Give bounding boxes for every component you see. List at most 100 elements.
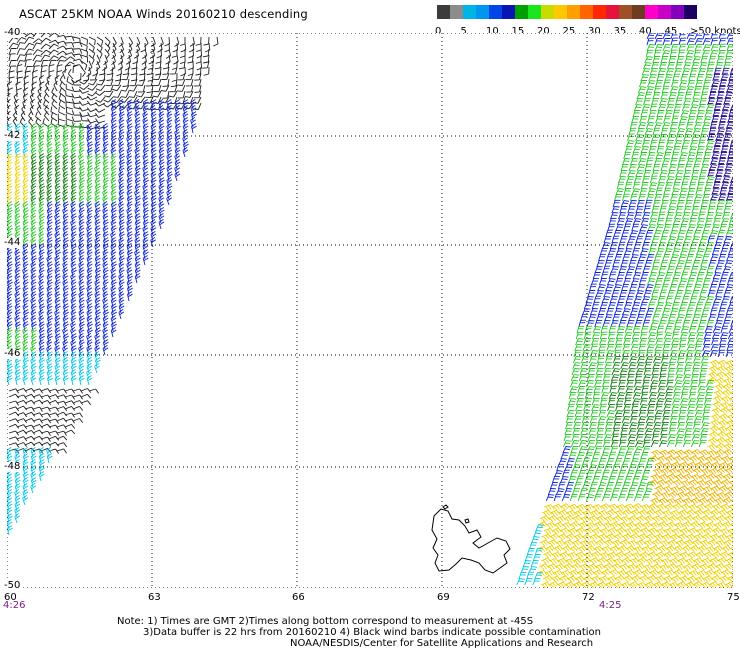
wind-barb — [659, 61, 667, 70]
wind-barb — [150, 225, 157, 236]
wind-barb — [110, 171, 117, 182]
wind-barb — [14, 213, 21, 224]
wind-barb — [713, 140, 723, 148]
wind-barb — [625, 140, 635, 148]
wind-barb — [7, 159, 13, 170]
wind-barb — [64, 56, 76, 62]
wind-barb — [689, 295, 698, 304]
wind-barb — [547, 488, 557, 496]
wind-barb — [612, 581, 623, 588]
wind-barb — [30, 188, 36, 200]
wind-barb — [102, 146, 109, 158]
wind-barb — [534, 572, 543, 580]
wind-barb — [597, 482, 607, 490]
wind-barb — [683, 236, 692, 244]
wind-barb — [600, 325, 609, 334]
wind-barb — [689, 140, 699, 148]
wind-barb — [613, 349, 622, 358]
wind-barb — [681, 295, 690, 304]
wind-barb — [615, 551, 626, 559]
wind-barb — [50, 111, 58, 122]
wind-barb — [717, 349, 726, 358]
wind-barb — [24, 424, 35, 430]
wind-barb — [680, 181, 689, 190]
wind-barb — [713, 545, 724, 553]
wind-barb — [724, 55, 733, 64]
wind-barb — [102, 219, 109, 230]
wind-barb — [22, 177, 29, 188]
wind-barb — [14, 171, 21, 182]
wind-barb — [684, 56, 693, 64]
wind-barb — [48, 49, 59, 56]
wind-barb — [524, 577, 533, 586]
wind-barb — [118, 272, 125, 284]
wind-barb — [86, 375, 93, 386]
wind-barb — [724, 313, 733, 322]
wind-barb — [698, 211, 706, 220]
wind-barb — [86, 195, 93, 206]
wind-barb — [14, 183, 21, 194]
wind-barb — [105, 84, 114, 93]
wind-barb — [94, 108, 106, 113]
wind-barb — [70, 189, 77, 200]
wind-barb — [102, 321, 109, 332]
wind-barb — [166, 135, 173, 146]
wind-barb — [118, 290, 125, 302]
footnote-credit: NOAA/NESDIS/Center for Satellite Applica… — [290, 638, 594, 649]
wind-barb — [22, 237, 29, 248]
wind-barb — [62, 189, 69, 200]
wind-barb — [697, 521, 708, 529]
wind-barb — [647, 80, 656, 88]
wind-barb — [179, 48, 186, 59]
wind-barb — [669, 350, 678, 358]
wind-barb — [684, 428, 693, 436]
wind-barb — [30, 201, 37, 212]
wind-barb — [595, 515, 607, 523]
wind-barb — [617, 545, 628, 553]
wind-barb — [595, 433, 604, 442]
wind-barb — [142, 249, 149, 260]
wind-barb — [118, 279, 125, 290]
wind-barb — [102, 141, 109, 152]
wind-barb — [723, 289, 732, 298]
wind-barb — [724, 164, 733, 172]
wind-barb — [64, 47, 75, 53]
wind-barb — [38, 308, 45, 320]
lon-label-69: 69 — [437, 592, 450, 603]
wind-barb — [80, 42, 88, 52]
wind-barb — [706, 379, 715, 388]
lon-label-66: 66 — [292, 592, 305, 603]
wind-barb — [32, 441, 44, 447]
wind-barb — [174, 159, 181, 170]
wind-barb — [645, 481, 654, 490]
wind-barb — [666, 211, 675, 220]
wind-barb — [638, 343, 647, 352]
wind-barb — [626, 373, 635, 382]
wind-barb — [647, 224, 656, 232]
wind-barb — [118, 237, 125, 248]
wind-barb — [158, 111, 165, 122]
wind-barb — [705, 104, 715, 112]
wind-barb — [72, 405, 84, 411]
wind-barb — [22, 159, 29, 170]
wind-barb — [32, 399, 44, 405]
wind-barb — [672, 73, 681, 82]
wind-barb — [158, 134, 164, 146]
wind-barb — [617, 385, 626, 394]
wind-barb — [669, 415, 678, 424]
wind-barb — [673, 68, 682, 76]
wind-barb — [704, 326, 713, 334]
wind-barb — [40, 436, 51, 442]
wind-barb — [8, 411, 20, 417]
wind-barb — [553, 493, 562, 502]
wind-barb — [602, 469, 610, 478]
wind-barb — [659, 235, 668, 244]
wind-barb — [62, 219, 69, 230]
wind-barb — [14, 327, 21, 338]
wind-barb — [653, 85, 662, 94]
wind-barb — [707, 169, 716, 178]
wind-barb — [627, 133, 635, 142]
wind-barb — [575, 397, 584, 406]
wind-barb — [62, 237, 69, 248]
wind-barb — [605, 284, 614, 292]
